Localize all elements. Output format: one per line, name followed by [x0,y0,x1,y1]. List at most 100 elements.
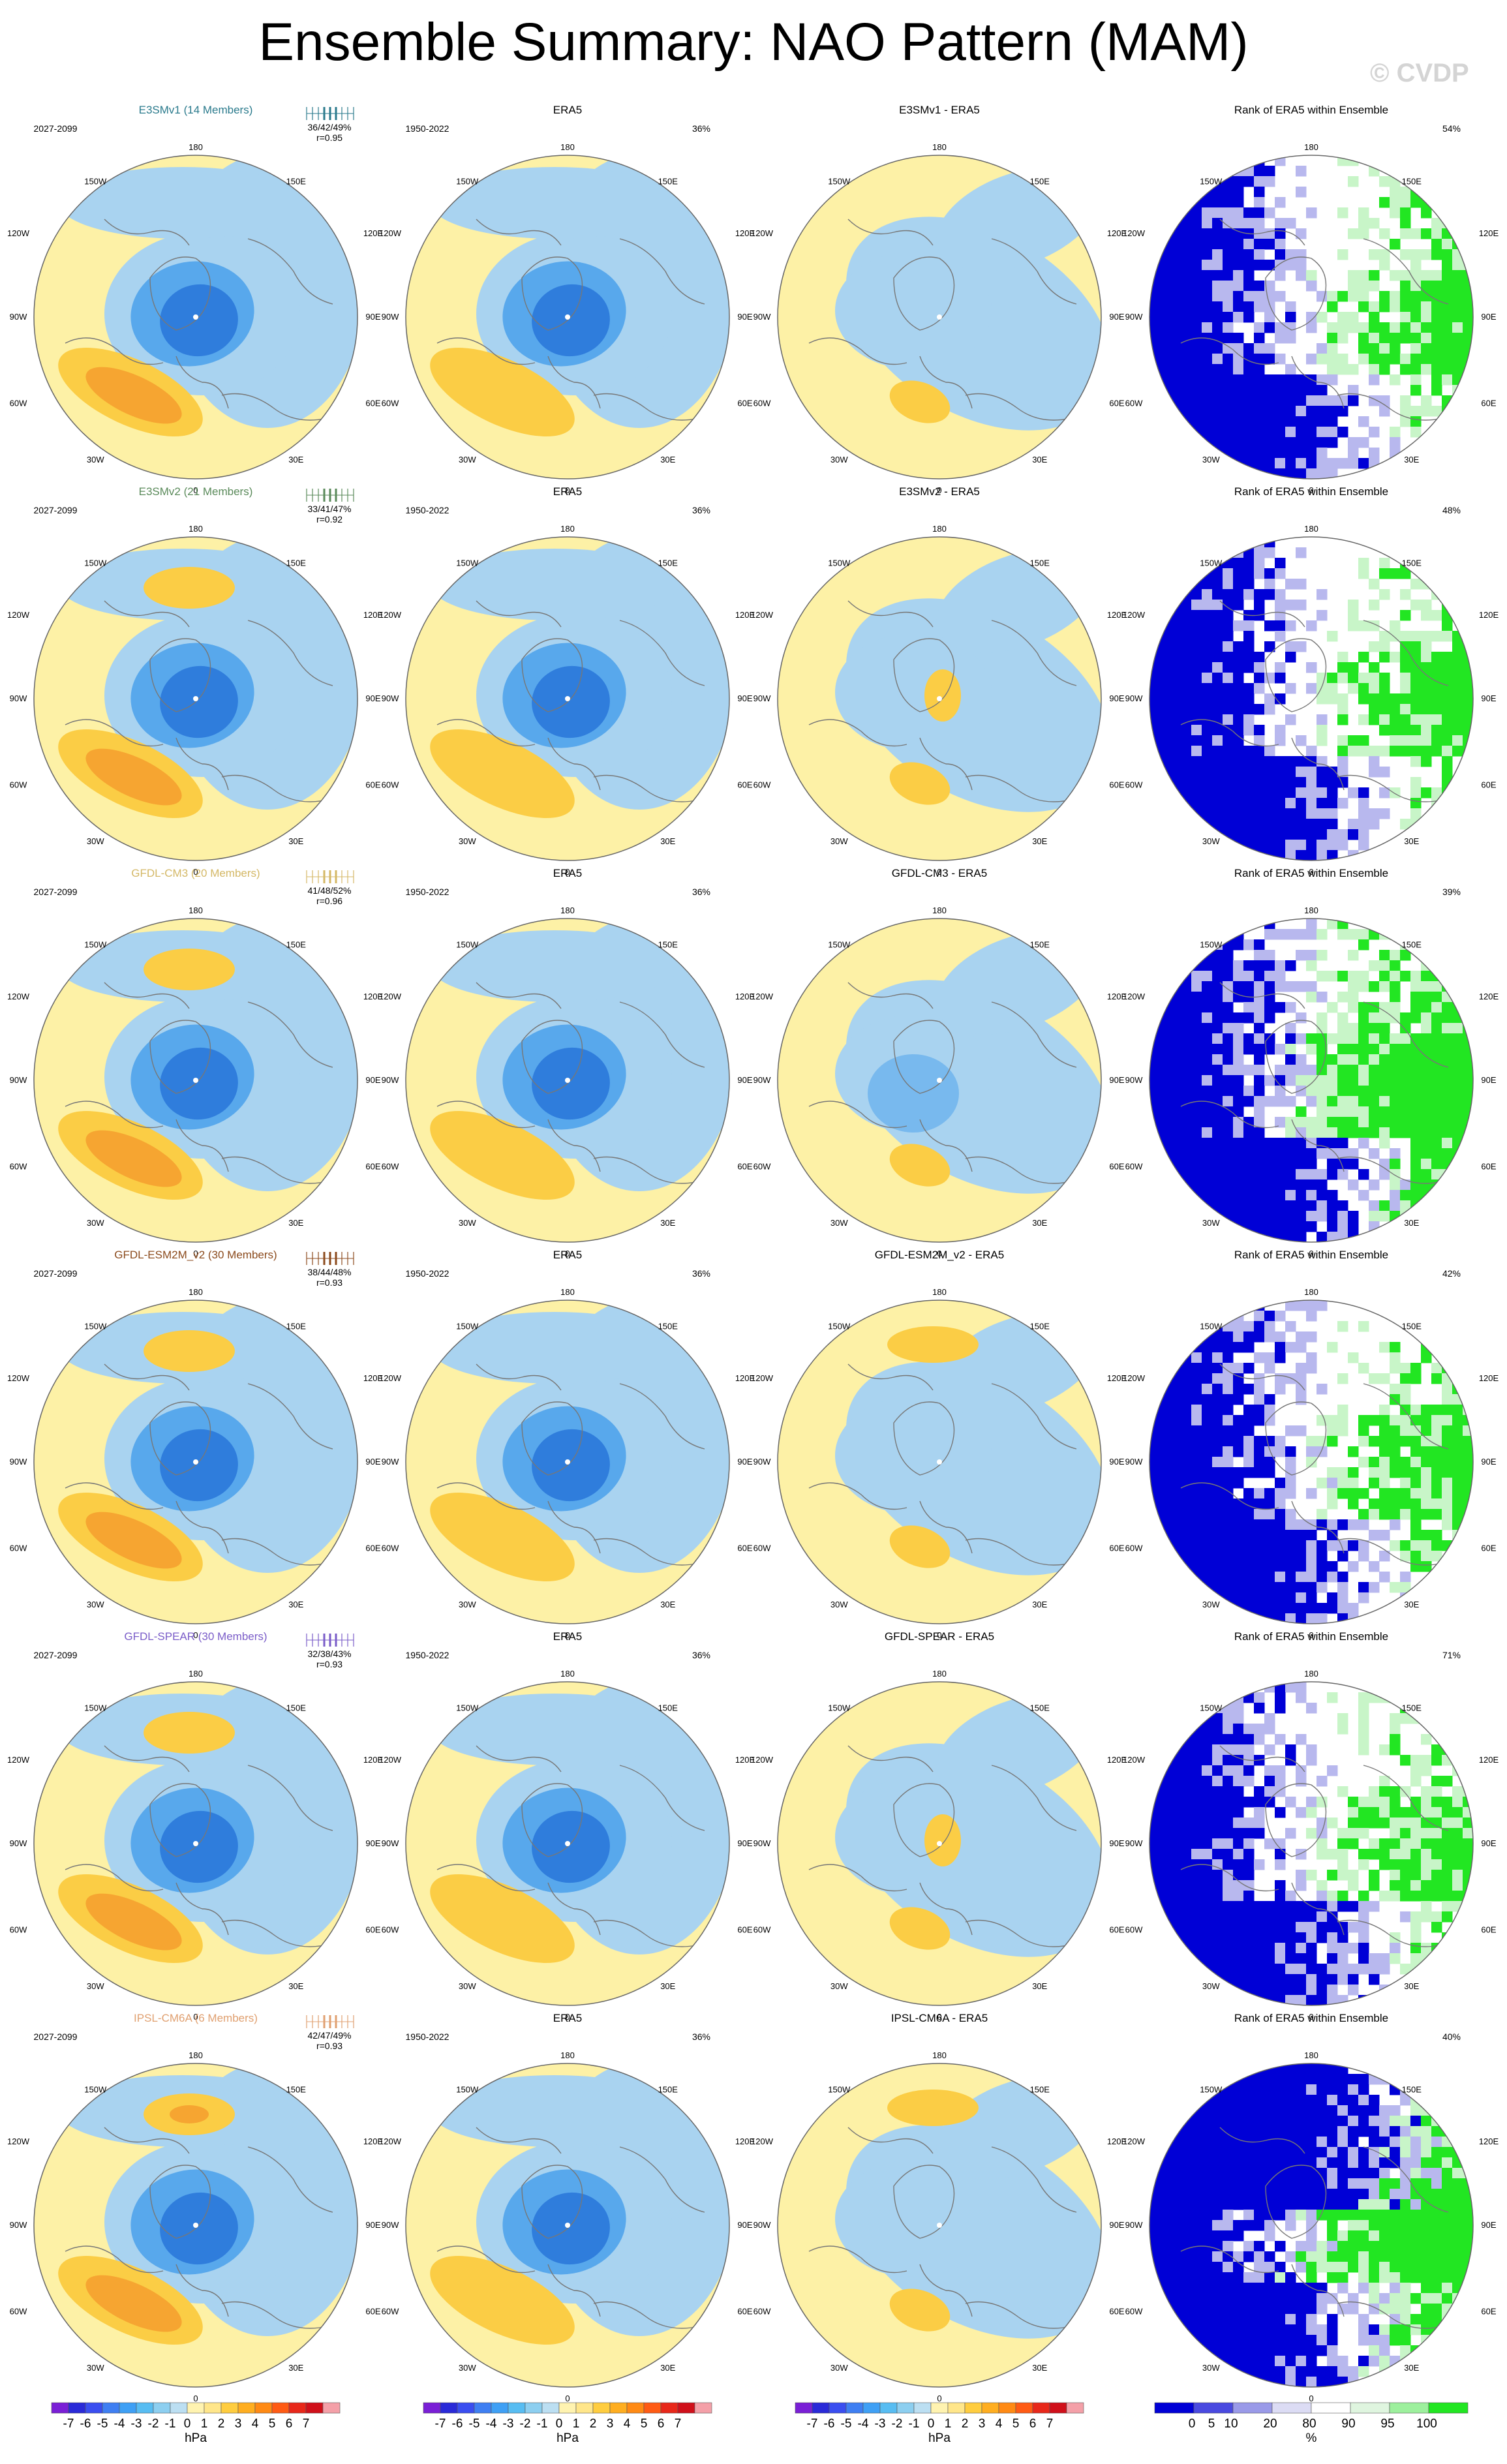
rank-cell [1212,1023,1223,1034]
rank-cell [1212,1436,1223,1447]
rank-cell [1181,1425,1192,1437]
rank-cell [1463,693,1473,705]
rank-cell [1463,374,1473,386]
rank-cell [1285,2063,1296,2075]
rank-cell [1191,1592,1202,1604]
rank-cell [1243,2084,1255,2095]
rank-cell [1410,1682,1422,1693]
rank-cell [1306,787,1317,799]
rank-cell [1463,1953,1473,1964]
rank-cell [1337,1200,1348,1211]
rank-cell [1160,1838,1171,1849]
rank-cell [1452,1509,1463,1520]
rank-cell [1285,2084,1296,2095]
lon-label: 30W [459,1218,476,1228]
lon-label: 180 [932,1669,947,1679]
rank-cell [1233,1776,1244,1787]
rank-cell [1452,249,1463,260]
rank-layer [1149,155,1473,479]
coastline-2 [221,2301,340,2329]
rank-cell [1202,1179,1213,1191]
rank-cell [1369,1457,1380,1468]
rank-cell [1285,458,1296,469]
rank-cell [1160,1211,1171,1222]
rank-cell [1452,1551,1463,1562]
rank-cell [1306,1436,1317,1447]
rank-cell [1296,1138,1307,1149]
rank-cell [1369,704,1380,715]
rank-cell [1421,960,1432,971]
rank-cell [1431,1786,1442,1797]
rank-cell [1452,1603,1463,1614]
lon-label: 120E [735,1755,755,1765]
rank-cell [1327,2105,1338,2116]
rank-cell [1410,1755,1422,1766]
rank-cell [1212,1561,1223,1572]
rank-cell [1223,291,1234,302]
lon-label: 60E [1109,1161,1124,1171]
rank-cell [1275,1200,1286,1211]
rank-cell [1181,808,1192,819]
rank-cell [1390,427,1401,438]
rank-cell [1202,1012,1213,1024]
rank-cell [1212,1734,1223,1745]
rank-cell [1296,1373,1307,1384]
lon-label: 30E [1404,836,1419,846]
rank-cell [1285,1138,1296,1149]
rank-cell [1212,1352,1223,1363]
rank-cell [1202,207,1213,219]
lon-label: 120W [379,1755,402,1765]
rank-cell [1327,2210,1338,2221]
rank-cell [1181,1870,1192,1881]
coastline-4 [847,600,934,628]
rank-cell [1170,2116,1181,2127]
rank-cell [1348,2137,1359,2148]
rank-cell [1275,1911,1286,1923]
rank-cell [1442,819,1453,830]
rank-cell [1296,1880,1307,1891]
rank-cell [1202,249,1213,260]
rank-cell [1264,2105,1275,2116]
rank-cell [1191,1179,1202,1191]
rank-cell [1233,1755,1244,1766]
rank-cell [1463,2105,1473,2116]
rank-cell [1421,1405,1432,1416]
rank-cell [1149,1692,1161,1703]
rank-cell [1390,239,1401,250]
rank-cell [1170,270,1181,281]
lon-label: 60W [754,1543,771,1553]
diff-neg-weak-2 [835,252,992,369]
rank-cell [1181,427,1192,438]
rank-cell [1285,981,1296,992]
rank-cell [1160,1363,1171,1374]
rank-cell [1254,291,1265,302]
rank-cell [1431,1321,1442,1332]
rank-cell [1149,1044,1161,1055]
rank-cell [1243,218,1255,229]
rank-cell [1149,1901,1161,1912]
rank-cell [1358,798,1369,809]
rank-cell [1379,1478,1390,1489]
rank-cell [1160,1744,1171,1756]
rank-cell [1390,2147,1401,2158]
rank-cell [1285,1582,1296,1593]
rank-cell [1160,1033,1171,1044]
rank-cell [1202,819,1213,830]
lon-label: 60W [10,780,27,789]
rank-cell [1181,568,1192,579]
rank-cell [1223,1033,1234,1044]
rank-cell [1149,395,1161,406]
panel-border [33,918,358,1243]
rank-cell [1275,468,1286,479]
rank-cell [1233,1551,1244,1562]
rank-cell [1191,929,1202,940]
rank-cell [1358,558,1369,569]
rank-cell [1254,1859,1265,1870]
rank-cell [1285,218,1296,229]
rank-cell [1170,301,1181,312]
rank-cell [1400,281,1411,292]
rank-cell [1243,1859,1255,1870]
panel-model: GFDL-SPEAR (30 Members)2027-2099 32/38/43… [7,1630,383,2022]
rank-cell [1327,291,1338,302]
rank-cell [1191,448,1202,459]
